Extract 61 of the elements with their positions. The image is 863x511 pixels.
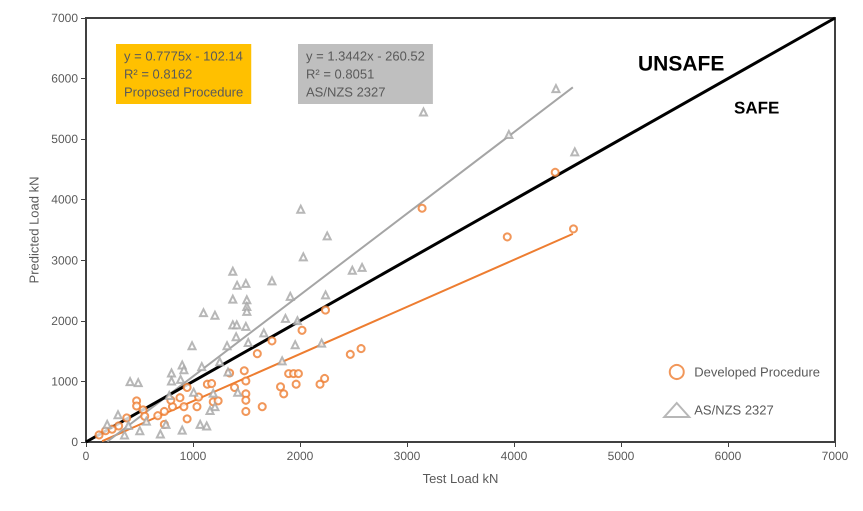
point <box>114 421 124 430</box>
point <box>294 369 303 378</box>
point <box>230 382 240 392</box>
point <box>320 306 330 315</box>
annotation: UNSAFE <box>638 52 724 76</box>
point <box>179 402 188 412</box>
x-axis-title: Test Load kN <box>422 471 498 486</box>
x-tick-label: 7000 <box>822 449 849 463</box>
x-tick-label: 2000 <box>286 449 314 463</box>
point <box>175 393 184 402</box>
point <box>569 224 578 234</box>
x-tick-label: 0 <box>82 449 90 463</box>
point <box>298 326 307 335</box>
point <box>182 414 192 424</box>
point <box>241 396 250 405</box>
y-tick-label: 3000 <box>51 253 78 268</box>
point <box>418 204 427 213</box>
point <box>160 406 169 416</box>
point <box>240 366 249 376</box>
point <box>207 379 216 388</box>
y-tick-label: 0 <box>71 435 78 449</box>
point <box>94 430 104 440</box>
y-tick-label: 6000 <box>51 72 78 86</box>
point <box>241 406 250 416</box>
point <box>279 389 288 398</box>
point <box>320 374 330 383</box>
point <box>138 405 148 414</box>
y-tick-label: 5000 <box>51 132 78 146</box>
point <box>356 344 366 354</box>
point <box>258 402 267 412</box>
point <box>214 396 223 406</box>
point <box>292 380 301 389</box>
x-tick-label: 5000 <box>608 449 635 463</box>
y-tick-label: 4000 <box>51 192 78 207</box>
point <box>153 411 162 420</box>
y-tick-label: 7000 <box>51 11 78 25</box>
y-tick-label: 1000 <box>51 374 78 388</box>
point <box>276 382 286 392</box>
x-tick-label: 6000 <box>714 449 742 463</box>
y-axis-title: Predicted Load kN <box>26 176 42 284</box>
annotation: y = 1.3442x - 260.52 R² = 0.8051 AS/NZS 2327 <box>306 48 425 100</box>
point <box>252 349 262 358</box>
point <box>346 350 355 359</box>
x-tick-label: 4000 <box>500 449 528 463</box>
point <box>168 402 177 412</box>
annotation: y = 0.7775x - 102.14 R² = 0.8162 Proposed Procedure <box>124 48 244 100</box>
point <box>122 413 132 422</box>
annotation: SAFE <box>734 98 780 118</box>
x-tick-label: 1000 <box>180 449 207 463</box>
point <box>550 168 560 177</box>
point <box>132 402 142 411</box>
point <box>241 376 250 386</box>
point <box>267 336 276 346</box>
point <box>316 380 325 389</box>
point <box>192 402 202 412</box>
legend-label: Developed Procedure <box>694 364 820 380</box>
legend-label: AS/NZS 2327 <box>694 402 774 418</box>
point <box>182 382 192 392</box>
point <box>502 232 512 242</box>
x-tick-label: 3000 <box>394 449 421 463</box>
y-tick-label: 2000 <box>51 314 78 328</box>
